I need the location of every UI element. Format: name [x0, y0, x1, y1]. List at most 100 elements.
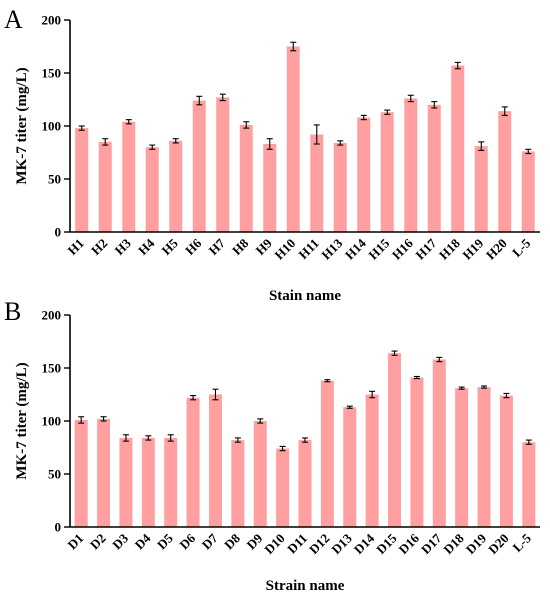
- bar-h16: [404, 98, 418, 232]
- x-tick-label: H15: [365, 235, 392, 262]
- x-tick-label: D4: [132, 530, 154, 552]
- bar-d9: [253, 421, 267, 527]
- x-tick-label: D8: [221, 530, 243, 552]
- y-tick-label: 50: [48, 467, 61, 482]
- x-tick-label: D11: [284, 531, 310, 557]
- bar-h2: [98, 141, 112, 232]
- bar-h8: [239, 124, 253, 232]
- x-tick-label: H4: [135, 235, 158, 258]
- bar-d20: [499, 395, 513, 527]
- x-tick-label: H16: [389, 235, 416, 262]
- bar-d13: [343, 407, 357, 527]
- x-tick-label: H20: [483, 236, 510, 263]
- bar-h14: [357, 117, 371, 232]
- bar-d5: [164, 437, 178, 527]
- y-axis-title: MK-7 titer (mg/L): [14, 67, 30, 184]
- bar-d14: [365, 394, 379, 527]
- bar-h1: [75, 128, 89, 232]
- bar-l-5: [521, 151, 535, 232]
- x-tick-label: H17: [412, 235, 439, 262]
- x-tick-label: H3: [112, 235, 135, 258]
- bar-d7: [208, 394, 222, 527]
- bar-h5: [169, 140, 183, 232]
- bar-d8: [231, 440, 245, 527]
- bar-d3: [119, 437, 133, 527]
- x-tick-label: D2: [87, 531, 109, 553]
- y-tick-label: 0: [55, 520, 62, 535]
- x-tick-label: D16: [396, 530, 423, 557]
- x-tick-label: D9: [244, 530, 266, 552]
- x-tick-label: D13: [328, 530, 355, 557]
- x-tick-label: H1: [65, 236, 87, 258]
- y-tick-label: 100: [42, 119, 62, 134]
- x-tick-label: D18: [440, 530, 467, 557]
- x-tick-label: H2: [88, 236, 110, 258]
- bar-h7: [216, 97, 230, 232]
- x-tick-label: D6: [176, 530, 198, 552]
- y-tick-label: 200: [42, 13, 62, 28]
- bar-h15: [380, 112, 394, 232]
- x-axis-title: Stain name: [269, 288, 341, 304]
- bar-d19: [477, 387, 491, 527]
- bar-h13: [333, 142, 347, 232]
- bar-l-5: [522, 442, 536, 527]
- bar-d15: [388, 353, 402, 527]
- bar-h9: [263, 144, 277, 232]
- x-tick-label: H19: [459, 235, 486, 262]
- y-tick-label: 150: [42, 361, 62, 376]
- bar-h3: [122, 121, 136, 232]
- x-tick-label: L-5: [509, 235, 534, 260]
- bar-h19: [474, 146, 488, 232]
- x-tick-label: D12: [306, 531, 332, 557]
- y-tick-label: 150: [42, 66, 62, 81]
- bar-d18: [455, 388, 469, 527]
- bar-d2: [97, 418, 111, 527]
- x-tick-label: D19: [463, 530, 490, 557]
- bar-d1: [74, 419, 88, 527]
- x-tick-label: H5: [159, 235, 182, 258]
- x-axis-title: Strain name: [266, 578, 345, 594]
- x-tick-label: D15: [373, 530, 400, 557]
- bar-h4: [145, 147, 159, 232]
- x-tick-label: D10: [261, 531, 287, 557]
- bar-h20: [498, 111, 512, 232]
- y-axis-title: MK-7 titer (mg/L): [14, 362, 30, 479]
- bar-d11: [298, 440, 312, 527]
- panel-a: A MK-7 titer (mg/L) Stain name 0 50 100 150 200…: [4, 5, 540, 304]
- x-tick-label: H10: [271, 236, 298, 263]
- bar-h11: [310, 134, 324, 232]
- y-tick-label: 50: [48, 172, 61, 187]
- x-tick-label: H14: [342, 235, 369, 262]
- x-tick-label: H7: [206, 235, 229, 258]
- x-tick-label: H11: [295, 236, 321, 262]
- x-tick-label: H9: [253, 235, 276, 258]
- bar-h17: [427, 104, 441, 232]
- x-tick-label: L-5: [510, 530, 535, 555]
- bar-h6: [192, 100, 206, 232]
- bar-d4: [141, 437, 155, 527]
- panel-b: B MK-7 titer (mg/L) Strain name 0 50 100 150 20…: [4, 297, 540, 594]
- x-tick-label: D17: [418, 530, 445, 557]
- bar-d6: [186, 397, 200, 527]
- y-tick-label: 100: [42, 414, 62, 429]
- bar-h18: [451, 65, 465, 232]
- panel-letter: A: [4, 5, 23, 34]
- x-tick-label: D20: [485, 531, 511, 557]
- x-tick-label: H6: [182, 235, 205, 258]
- x-tick-label: H8: [229, 235, 252, 258]
- x-tick-label: D5: [154, 530, 176, 552]
- y-tick-label: 200: [42, 308, 62, 323]
- bar-d16: [410, 377, 424, 527]
- bar-h10: [286, 46, 300, 232]
- y-tick-label: 0: [55, 225, 62, 240]
- x-tick-label: D1: [64, 531, 86, 553]
- x-tick-label: D7: [199, 530, 221, 552]
- panel-letter: B: [4, 297, 21, 326]
- x-tick-label: H18: [436, 235, 463, 262]
- bar-d17: [432, 359, 446, 527]
- bar-d12: [320, 380, 334, 527]
- bar-d10: [276, 448, 290, 527]
- x-tick-label: D3: [109, 530, 131, 552]
- x-tick-label: H13: [318, 235, 345, 262]
